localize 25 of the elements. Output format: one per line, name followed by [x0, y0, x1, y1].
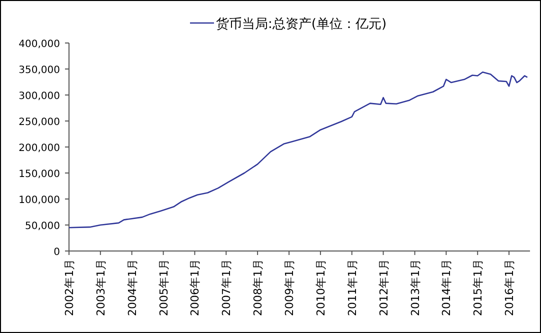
x-tick-label: 2006年1月 [188, 259, 202, 316]
x-tick-label: 2016年1月 [503, 259, 516, 316]
y-tick-label: 100,000 [18, 195, 60, 206]
legend: 货币当局:总资产(单位：亿元) [190, 17, 387, 32]
y-tick-label: 50,000 [25, 221, 60, 232]
x-tick-label: 2013年1月 [408, 259, 422, 316]
y-tick-label: 400,000 [18, 39, 60, 50]
y-tick-label: 0 [54, 247, 60, 258]
y-tick-label: 150,000 [18, 169, 60, 180]
x-tick-label: 2011年1月 [346, 259, 359, 316]
x-tick-label: 2003年1月 [94, 259, 108, 316]
y-tick-label: 350,000 [18, 65, 60, 76]
x-tick-label: 2002年1月 [63, 259, 76, 316]
x-tick-label: 2004年1月 [126, 259, 139, 316]
x-tick-label: 2012年1月 [377, 259, 390, 316]
y-tick-label: 300,000 [18, 91, 60, 102]
x-tick-label: 2005年1月 [157, 259, 170, 316]
x-tick-label: 2009年1月 [283, 259, 296, 316]
x-tick-label: 2014年1月 [440, 259, 454, 316]
x-tick-label: 2010年1月 [314, 259, 328, 316]
x-tick-label: 2008年1月 [252, 259, 265, 316]
y-tick-label: 250,000 [18, 117, 60, 128]
x-tick-label: 2007年1月 [220, 259, 234, 316]
y-tick-label: 200,000 [18, 143, 60, 154]
x-tick-label: 2015年1月 [472, 259, 485, 316]
